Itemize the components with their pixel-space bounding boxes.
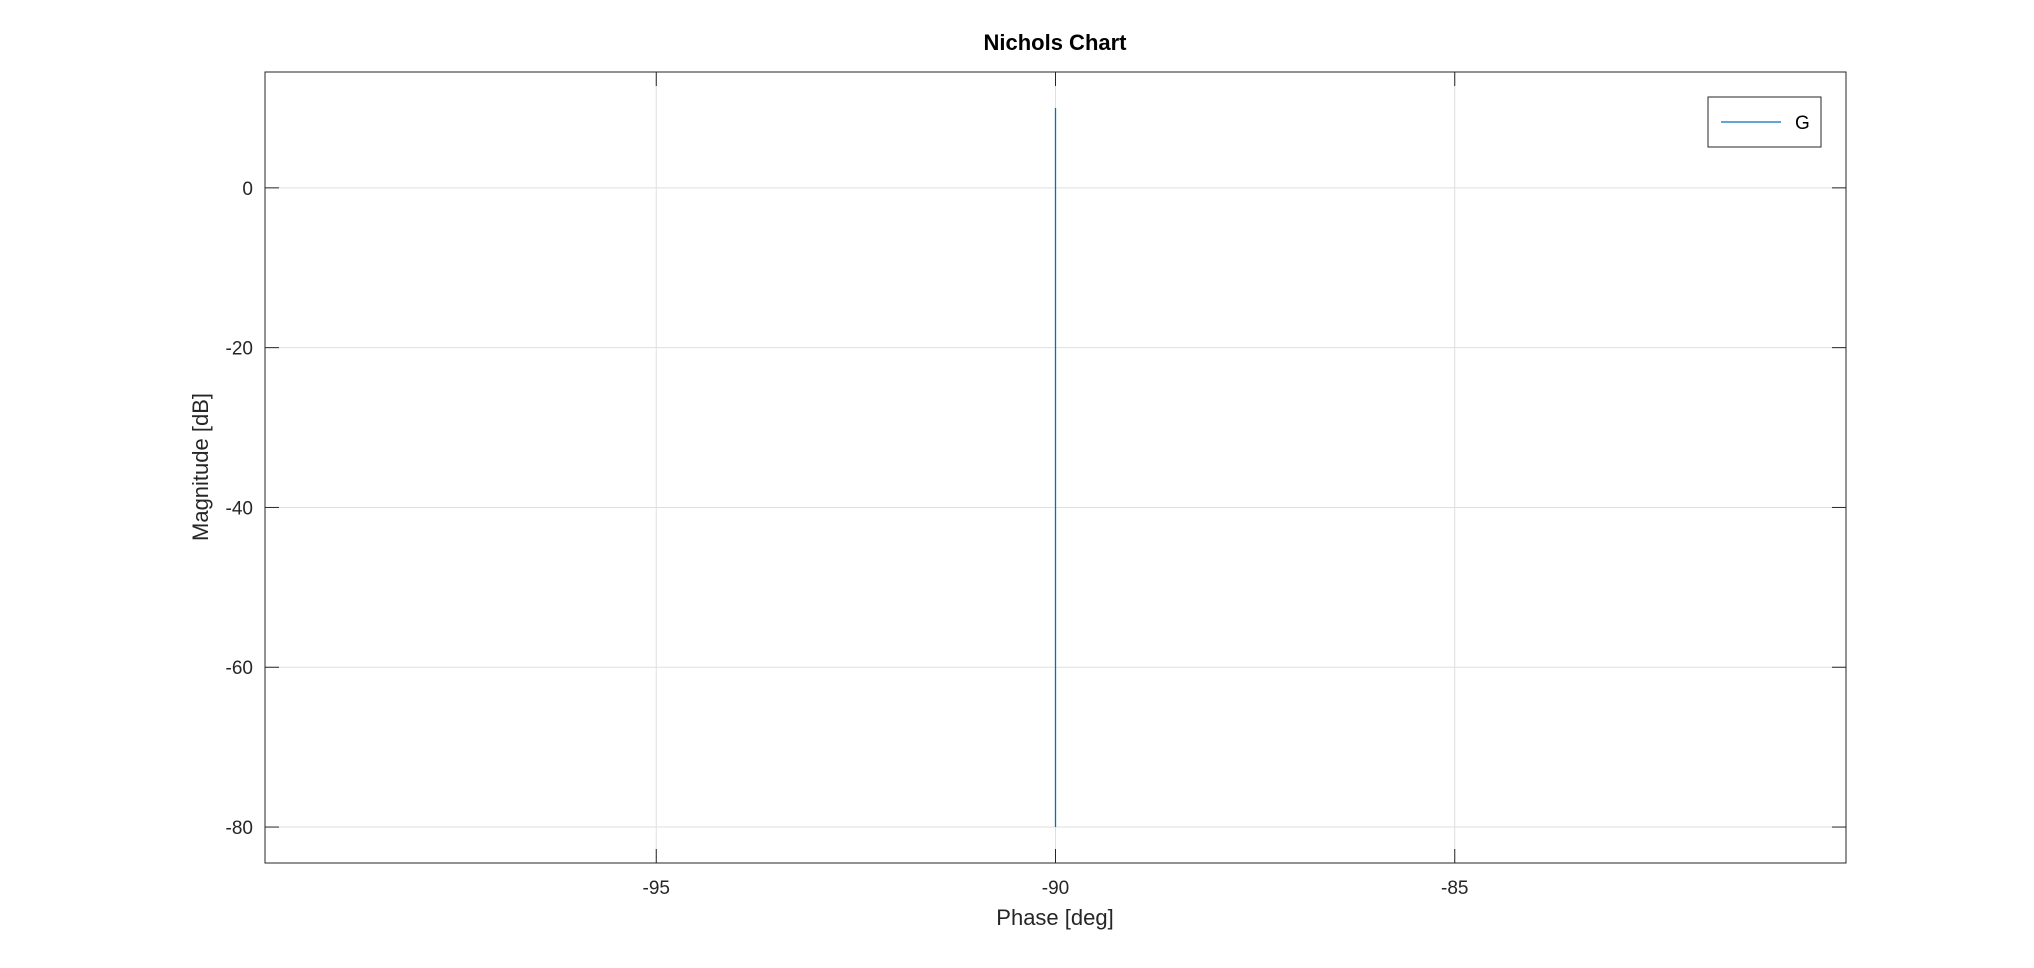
x-tick-label: -90 bbox=[1042, 878, 1069, 899]
x-axis-label: Phase [deg] bbox=[996, 905, 1113, 930]
legend[interactable]: G bbox=[1707, 96, 1822, 148]
x-tick-label: -95 bbox=[643, 878, 670, 899]
x-tick-labels: -95 -90 -85 bbox=[643, 878, 1469, 899]
x-tick-label: -85 bbox=[1441, 878, 1468, 899]
tick-marks bbox=[265, 72, 1846, 863]
plot-area[interactable] bbox=[264, 71, 1847, 864]
y-axis-label: Magnitude [dB] bbox=[188, 393, 213, 541]
y-tick-label: -60 bbox=[226, 658, 253, 679]
y-tick-labels: 0 -20 -40 -60 -80 bbox=[226, 179, 253, 839]
y-tick-label: -40 bbox=[226, 498, 253, 519]
legend-entry-label: G bbox=[1795, 113, 1810, 134]
y-tick-label: -80 bbox=[226, 818, 253, 839]
y-tick-label: 0 bbox=[242, 179, 253, 200]
y-tick-label: -20 bbox=[226, 339, 253, 360]
chart-title: Nichols Chart bbox=[983, 30, 1127, 55]
